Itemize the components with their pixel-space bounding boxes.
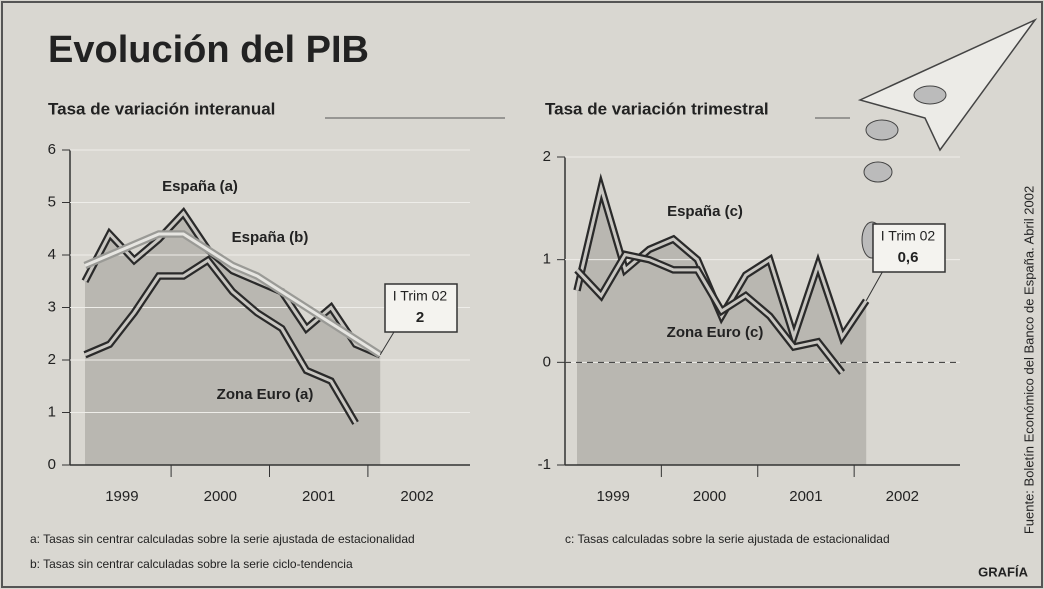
series-line [83, 210, 381, 357]
source: Fuente: Boletín Económico del Banco de E… [1021, 186, 1036, 534]
year-label: 2002 [886, 488, 919, 505]
series-label: España (a) [162, 178, 238, 195]
y-tick-label: 6 [48, 141, 56, 158]
y-tick-label: 2 [48, 351, 56, 368]
y-tick-label: 1 [543, 251, 551, 268]
year-label: 1999 [105, 488, 138, 505]
series-line [575, 181, 868, 342]
y-tick-label: 0 [48, 456, 56, 473]
footnote: b: Tasas sin centrar calculadas sobre la… [30, 557, 353, 571]
series-label: Zona Euro (c) [667, 324, 764, 341]
y-tick-label: 1 [48, 403, 56, 420]
series-label: España (c) [667, 203, 743, 220]
credit: GRAFÍA [978, 564, 1028, 579]
series-line [84, 232, 382, 357]
y-tick-label: 0 [543, 353, 551, 370]
year-label: 2001 [302, 488, 335, 505]
main-title: Evolución del PIB [48, 29, 369, 71]
annotation-value: 2 [416, 309, 424, 326]
series-label: Zona Euro (a) [217, 386, 314, 403]
annotation-label: I Trim 02 [881, 228, 936, 244]
year-label: 2000 [693, 488, 726, 505]
chart-title: Tasa de variación interanual [48, 99, 275, 118]
year-label: 2001 [789, 488, 822, 505]
series-line [84, 258, 357, 424]
year-label: 1999 [596, 488, 629, 505]
y-tick-label: 4 [48, 246, 56, 263]
y-tick-label: 3 [48, 298, 56, 315]
series-line [575, 252, 844, 374]
series-label: España (b) [232, 229, 309, 246]
annotation-label: I Trim 02 [393, 288, 448, 304]
annotation-box [872, 223, 946, 273]
footnote: c: Tasas calculadas sobre la serie ajust… [565, 532, 890, 546]
y-tick-label: -1 [538, 456, 551, 473]
annotation-box [384, 283, 458, 333]
y-tick-label: 2 [543, 148, 551, 165]
year-label: 2000 [204, 488, 237, 505]
footnote: a: Tasas sin centrar calculadas sobre la… [30, 532, 415, 546]
year-label: 2002 [400, 488, 433, 505]
annotation-value: 0,6 [898, 249, 919, 266]
chart-title: Tasa de variación trimestral [545, 99, 769, 118]
y-tick-label: 5 [48, 193, 56, 210]
